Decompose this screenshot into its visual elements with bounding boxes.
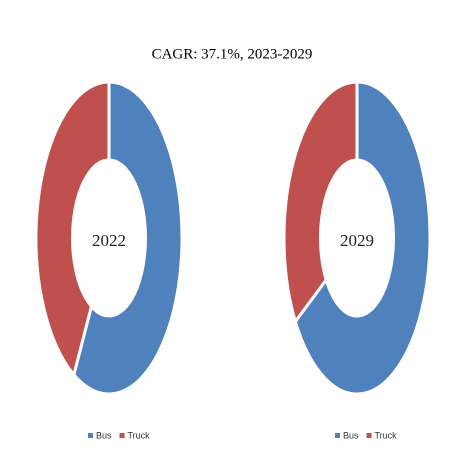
donut-slice [284, 82, 357, 322]
donut-slice [295, 82, 430, 394]
center-label: 2022 [92, 231, 126, 250]
donut [284, 82, 430, 394]
center-label: 2029 [340, 231, 374, 250]
legend-label: Bus [96, 430, 112, 440]
legend-label: Truck [128, 430, 151, 440]
legend-label: Bus [343, 430, 359, 440]
legend-label: Truck [375, 430, 398, 440]
legend-swatch [119, 433, 125, 438]
legend-swatch [366, 433, 372, 438]
legend-swatch [335, 433, 340, 438]
donut-slice [74, 82, 182, 394]
donut-slice [36, 82, 109, 375]
donut [36, 82, 182, 394]
legend-swatch [88, 433, 93, 438]
chart-title: CAGR: 37.1%, 2023-2029 [152, 46, 313, 62]
